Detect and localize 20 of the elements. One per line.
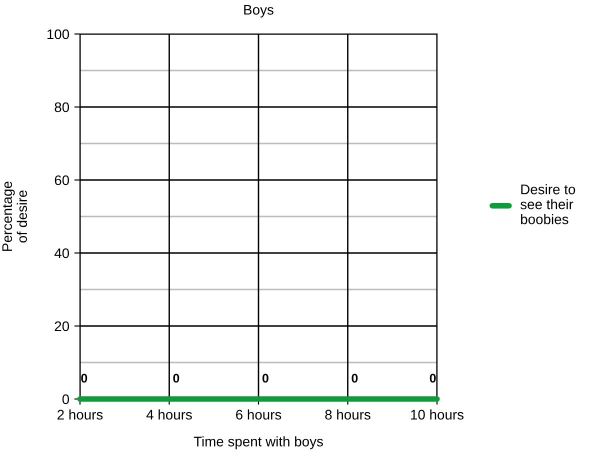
x-tick-label: 4 hours [146, 409, 192, 420]
data-label: 0 [173, 374, 180, 383]
x-tick-label: 6 hours [236, 409, 282, 420]
x-tick-label: 8 hours [325, 409, 370, 420]
data-label: 0 [352, 374, 358, 383]
y-axis-title: Percentage of desire [2, 182, 27, 251]
y-tick-label: 40 [54, 248, 70, 258]
x-tick-label: 10 hours [411, 409, 464, 420]
chart-title: Boys [244, 5, 274, 18]
x-axis-title: Time spent with boys [194, 436, 323, 450]
y-tick-label: 20 [54, 321, 70, 332]
data-label: 0 [262, 374, 268, 383]
data-label: 0 [430, 374, 436, 383]
x-tick-label: 2 hours [58, 409, 103, 420]
y-tick-label: 100 [47, 29, 70, 40]
y-tick-label: 0 [62, 394, 70, 404]
data-label: 0 [81, 374, 88, 383]
legend-label: Desire to see their boobies [520, 184, 576, 224]
y-tick-label: 80 [54, 102, 70, 112]
y-tick-label: 60 [54, 175, 70, 186]
